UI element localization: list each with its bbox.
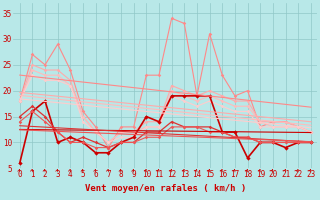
- X-axis label: Vent moyen/en rafales ( km/h ): Vent moyen/en rafales ( km/h ): [85, 184, 246, 193]
